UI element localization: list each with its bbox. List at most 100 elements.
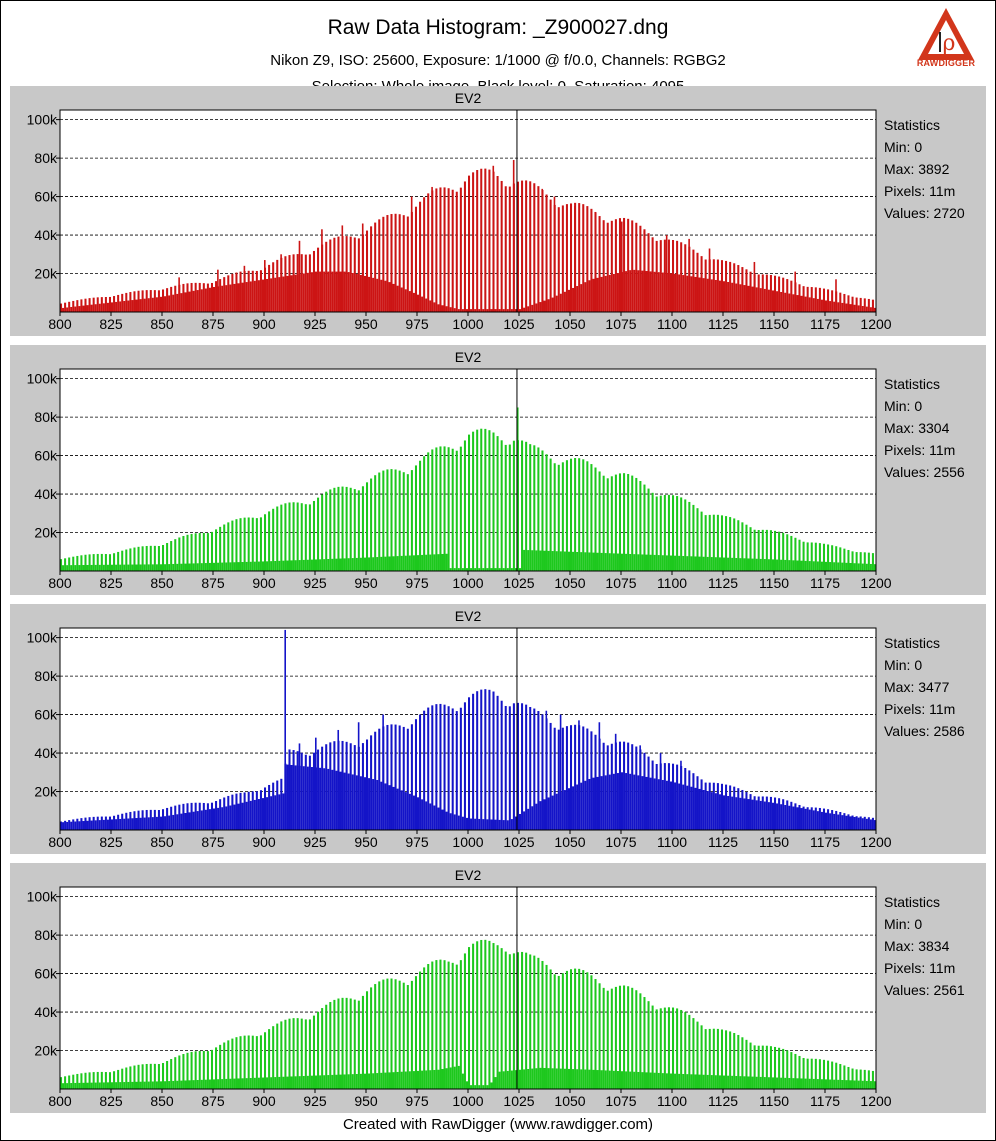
histogram-bar: [159, 1081, 162, 1089]
histogram-bar: [186, 283, 189, 312]
histogram-bar: [782, 1048, 785, 1089]
histogram-bar: [284, 1019, 287, 1089]
histogram-bar: [198, 1050, 201, 1089]
histogram-bar: [767, 1077, 770, 1089]
histogram-bar: [429, 803, 432, 830]
histogram-bar: [259, 270, 262, 312]
histogram-bar: [667, 239, 670, 312]
x-tick-label: 1025: [503, 1093, 534, 1109]
histogram-bar: [763, 288, 766, 312]
histogram-bar: [347, 773, 350, 830]
histogram-bar: [333, 237, 336, 312]
histogram-bar: [476, 170, 479, 312]
histogram-bar: [433, 1069, 436, 1089]
histogram-bar: [235, 1037, 238, 1089]
histogram-bar: [288, 255, 291, 312]
histogram-bar: [480, 428, 483, 571]
histogram-bar: [494, 1077, 497, 1089]
histogram-bar: [111, 564, 114, 571]
histogram-spike: [410, 196, 413, 312]
histogram-bar: [470, 1085, 473, 1089]
histogram-bar: [667, 494, 670, 571]
histogram-bar: [192, 290, 195, 312]
histogram-bar: [164, 1081, 167, 1089]
histogram-bar: [780, 291, 783, 312]
histogram-bar: [380, 1072, 383, 1089]
histogram-bar: [570, 725, 573, 830]
histogram-bar: [592, 1069, 595, 1089]
histogram-bar: [470, 818, 473, 830]
histogram-bar: [543, 799, 546, 830]
histogram-bar: [843, 1065, 846, 1089]
histogram-bar: [137, 810, 140, 830]
x-tick-label: 1075: [605, 316, 636, 332]
histogram-bar: [820, 561, 823, 571]
histogram-bar: [421, 296, 424, 312]
histogram-bar: [396, 285, 399, 312]
histogram-bar: [441, 553, 444, 571]
histogram-bar: [659, 240, 662, 312]
histogram-bar: [502, 309, 505, 312]
histogram-bar: [604, 275, 607, 312]
histogram-bar: [425, 554, 428, 571]
histogram-bar: [521, 703, 524, 830]
histogram-bar: [117, 294, 120, 312]
histogram-bar: [264, 787, 267, 830]
x-tick-label: 900: [252, 1093, 276, 1109]
histogram-bar: [88, 298, 91, 312]
histogram-bar: [174, 1057, 177, 1089]
histogram-bar: [482, 309, 485, 312]
histogram-bar: [586, 728, 589, 830]
histogram-bar: [331, 1074, 334, 1089]
histogram-bar: [445, 1068, 448, 1089]
histogram-bar: [292, 1018, 295, 1089]
x-tick-label: 900: [252, 834, 276, 850]
histogram-bar: [104, 816, 107, 830]
histogram-bar: [270, 796, 273, 830]
histogram-bar: [349, 236, 352, 312]
x-tick-label: 1175: [810, 1093, 840, 1109]
histogram-bar: [798, 1055, 801, 1089]
histogram-spike: [643, 231, 646, 312]
histogram-bar: [506, 568, 509, 571]
histogram-bar: [745, 524, 748, 571]
histogram-bar: [841, 562, 844, 571]
histogram-bar: [782, 532, 785, 571]
histogram-bar: [739, 558, 742, 571]
histogram-bar: [64, 558, 67, 571]
histogram-bar: [716, 259, 719, 312]
histogram-bar: [510, 1070, 513, 1089]
histogram-bar: [208, 287, 211, 312]
histogram-bar: [514, 568, 517, 571]
histogram-bar: [851, 296, 854, 312]
histogram-bar: [857, 563, 860, 571]
histogram-bar: [623, 217, 626, 312]
y-tick-label: 40k: [34, 486, 58, 502]
histogram-bar: [255, 1036, 258, 1089]
histogram-bar: [435, 704, 438, 830]
histogram-panel-green: EV2 20k 40k 60k 80k 100k 800 825 850 875 900 925 950…: [10, 345, 986, 595]
histogram-bars: [60, 629, 876, 830]
histogram-bar: [704, 259, 707, 312]
histogram-bar: [706, 556, 709, 571]
histogram-bar: [119, 818, 122, 830]
histogram-bar: [153, 545, 156, 571]
histogram-bar: [247, 517, 250, 571]
histogram-bar: [370, 987, 373, 1089]
histogram-bar: [149, 1063, 152, 1089]
histogram-bar: [408, 555, 411, 571]
histogram-bar: [184, 1080, 187, 1089]
histogram-bar: [459, 960, 462, 1089]
histogram-bar: [816, 561, 819, 571]
histogram-bar: [451, 448, 454, 571]
histogram-bar: [767, 559, 770, 571]
histogram-bar: [635, 746, 638, 830]
histogram-bar: [351, 1074, 354, 1089]
histogram-bar: [551, 297, 554, 312]
histogram-bar: [100, 297, 103, 312]
y-tick-label: 40k: [34, 745, 58, 761]
histogram-bar: [488, 169, 491, 312]
histogram-bar: [92, 554, 95, 571]
histogram-bar: [778, 531, 781, 571]
